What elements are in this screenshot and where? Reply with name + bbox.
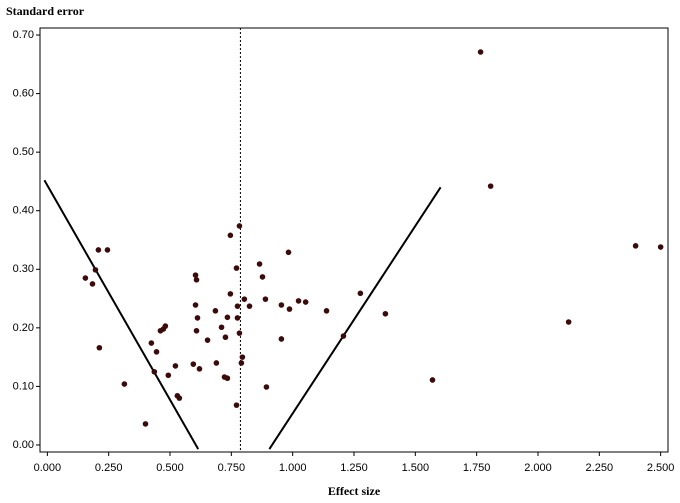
point (224, 375, 231, 382)
point (236, 330, 243, 336)
point (192, 272, 199, 278)
point (176, 395, 183, 401)
point (295, 298, 302, 304)
point (194, 315, 201, 321)
x-axis-title: Effect size (328, 484, 381, 498)
y-tick-label: 0.70 (13, 29, 34, 41)
point (241, 296, 248, 302)
point (92, 267, 99, 273)
point (96, 344, 103, 351)
point (302, 299, 309, 305)
point (89, 281, 96, 287)
point (190, 361, 197, 367)
point (234, 315, 241, 321)
x-tick-label: 1.250 (340, 462, 368, 474)
point (285, 249, 292, 256)
point (429, 377, 436, 383)
point (262, 296, 269, 302)
point (565, 319, 572, 325)
y-tick-label: 0.60 (13, 87, 34, 99)
point (286, 306, 293, 312)
x-tick-label: 1.000 (279, 462, 307, 474)
point (224, 314, 231, 321)
point (104, 247, 111, 253)
point (157, 327, 164, 334)
x-tick-label: 2.250 (586, 462, 614, 474)
point (151, 368, 158, 375)
point (234, 303, 241, 309)
point (148, 340, 155, 346)
point (382, 310, 389, 317)
point (487, 183, 494, 189)
point (259, 274, 266, 280)
funnel-line (268, 186, 442, 450)
x-tick-label: 1.750 (463, 462, 491, 474)
y-tick-label: 0.00 (13, 439, 34, 451)
point (153, 349, 160, 355)
point (172, 363, 179, 369)
point (246, 303, 253, 309)
point (278, 336, 285, 342)
point (233, 265, 240, 271)
point (218, 324, 225, 331)
point (212, 308, 219, 314)
point (82, 275, 89, 281)
point (165, 372, 172, 379)
point (193, 327, 200, 334)
x-tick-label: 0.750 (218, 462, 246, 474)
point (236, 223, 243, 229)
y-axis-title: Standard error (6, 4, 85, 18)
funnel-line (43, 179, 200, 450)
y-tick-label: 0.10 (13, 380, 34, 392)
point (121, 381, 128, 387)
point (227, 291, 234, 297)
y-tick-label: 0.20 (13, 322, 34, 334)
point (357, 290, 364, 297)
x-tick-label: 0.250 (95, 462, 123, 474)
y-tick-label: 0.40 (13, 205, 34, 217)
point (204, 337, 211, 343)
point (278, 302, 285, 308)
point (256, 261, 263, 267)
x-tick-label: 2.000 (524, 462, 552, 474)
point (222, 334, 229, 341)
point (632, 243, 639, 249)
point (263, 384, 270, 390)
x-tick-label: 0.000 (34, 462, 62, 474)
point (477, 49, 484, 55)
point (323, 308, 330, 314)
point (340, 333, 347, 339)
x-tick-label: 2.500 (647, 462, 675, 474)
point (192, 302, 199, 308)
x-tick-label: 1.500 (402, 462, 430, 474)
point (193, 277, 200, 283)
point (238, 360, 245, 366)
y-tick-label: 0.30 (13, 263, 34, 275)
point (227, 232, 234, 239)
point (213, 360, 220, 366)
y-tick-label: 0.50 (13, 146, 34, 158)
point (233, 402, 240, 408)
plot-frame (39, 27, 669, 453)
point (142, 421, 149, 427)
point (95, 247, 102, 253)
point (657, 244, 664, 250)
point (239, 354, 246, 360)
point (196, 366, 203, 372)
x-tick-label: 0.500 (156, 462, 184, 474)
